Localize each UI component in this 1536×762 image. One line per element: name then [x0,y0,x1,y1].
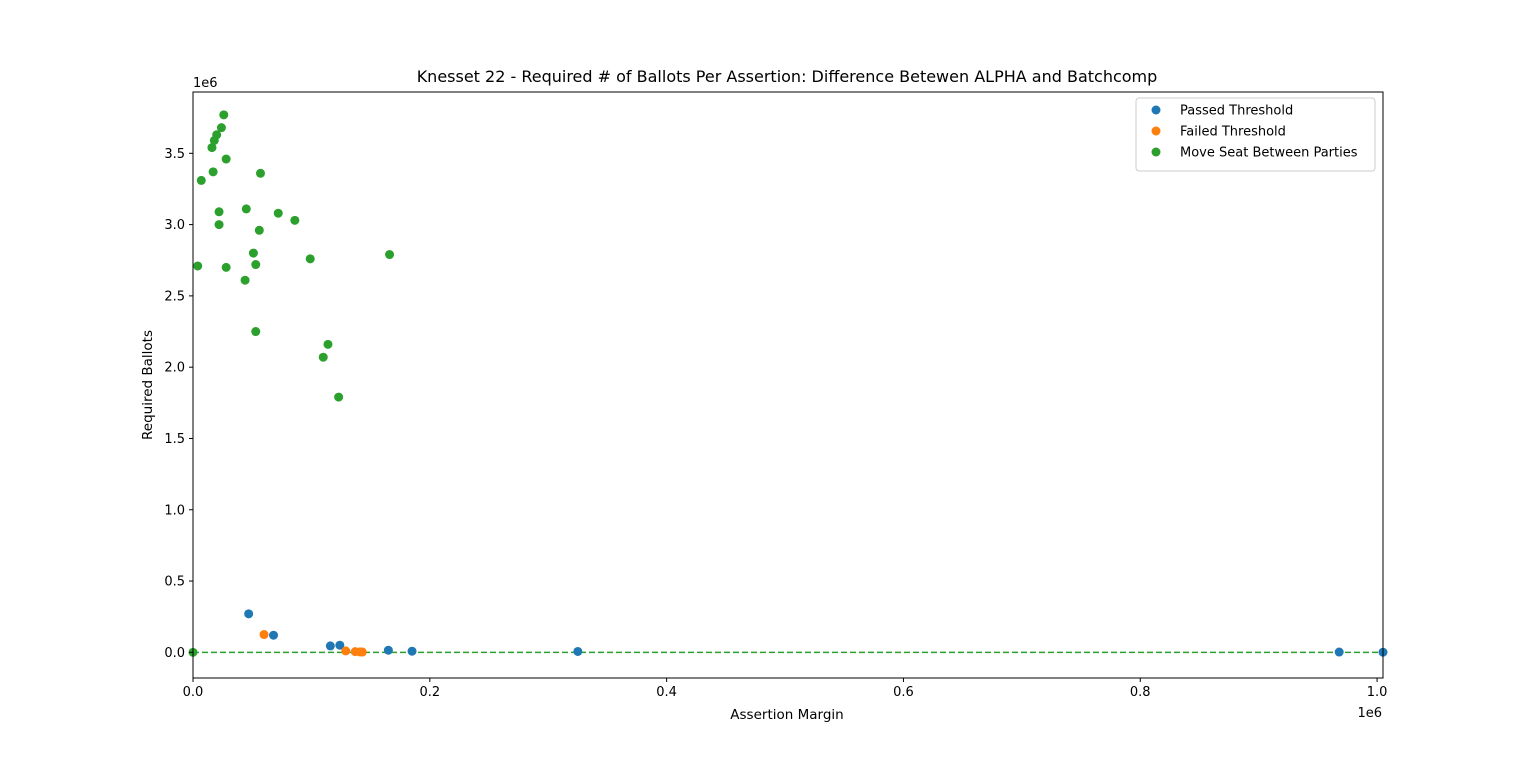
x-axis: 0.0 0.2 0.4 0.6 0.8 1.0 [183,678,1388,700]
data-point-series-1-4 [357,647,367,657]
plot-frame [192,91,1384,679]
data-point-series-2-24 [323,339,333,349]
data-point-series-2-21 [290,215,300,225]
data-point-series-0-1 [269,630,279,640]
data-point-series-2-9 [216,123,226,133]
data-point-series-2-22 [305,254,315,264]
legend-marker [1151,147,1161,157]
data-point-series-2-19 [255,168,265,178]
data-point-series-2-11 [221,154,231,164]
data-point-series-0-4 [383,645,393,655]
data-point-series-0-5 [407,646,417,656]
x-tick-label: 0.6 [893,685,914,700]
data-point-series-2-16 [251,260,261,270]
legend-box [1135,97,1376,172]
legend-label: Move Seat Between Parties [1180,146,1358,161]
data-point-series-2-1 [193,261,203,271]
legend-label: Failed Threshold [1180,125,1286,140]
data-point-series-1-1 [341,646,351,656]
y-tick-label: 3.5 [164,147,185,162]
data-point-series-2-6 [212,130,222,140]
y-tick-label: 0.0 [164,646,185,661]
data-points-layer [188,110,1388,657]
y-axis: 0.0 0.5 1.0 1.5 2.0 2.5 3.0 3.5 [164,147,193,661]
legend-marker [1151,105,1161,115]
data-point-series-2-20 [273,208,283,218]
y-tick-label: 0.5 [164,575,185,590]
data-point-series-2-3 [207,143,217,153]
legend-label: Passed Threshold [1180,104,1293,119]
data-point-series-2-26 [385,250,395,260]
x-tick-label: 0.8 [1130,685,1151,700]
x-tick-label: 1.0 [1367,685,1388,700]
data-point-series-2-17 [251,327,261,337]
y-tick-label: 1.5 [164,432,185,447]
x-tick-label: 0.4 [656,685,677,700]
data-point-series-2-23 [318,352,328,362]
data-point-series-2-4 [208,167,218,177]
data-point-series-1-0 [259,630,269,640]
data-point-series-2-8 [214,220,224,230]
x-tick-label: 0.0 [183,685,204,700]
x-axis-label: Assertion Margin [730,707,843,723]
y-tick-label: 2.5 [164,289,185,304]
chart-title: Knesset 22 - Required # of Ballots Per A… [417,67,1158,86]
legend-marker [1151,126,1161,136]
data-point-series-2-2 [196,175,206,185]
y-tick-label: 2.0 [164,361,185,376]
data-point-series-2-10 [219,110,229,120]
data-point-series-0-2 [325,641,335,651]
legend: Passed Threshold Failed Threshold Move Sea… [1135,97,1376,172]
x-tick-label: 0.2 [419,685,440,700]
data-point-series-2-12 [221,262,231,272]
data-point-series-2-25 [334,392,344,402]
data-point-series-2-18 [254,225,264,235]
data-point-series-2-14 [241,204,251,214]
data-point-series-2-7 [214,207,224,217]
y-offset-text: 1e6 [193,76,218,91]
y-axis-label: Required Ballots [140,330,156,440]
y-tick-label: 1.0 [164,503,185,518]
data-point-series-0-6 [573,646,583,656]
data-point-series-2-15 [248,248,258,258]
data-point-series-2-13 [240,275,250,285]
data-point-series-0-0 [244,609,254,619]
data-point-series-0-7 [1334,647,1344,657]
x-offset-text: 1e6 [1357,706,1382,721]
data-point-series-0-3 [335,640,345,650]
y-tick-label: 3.0 [164,218,185,233]
